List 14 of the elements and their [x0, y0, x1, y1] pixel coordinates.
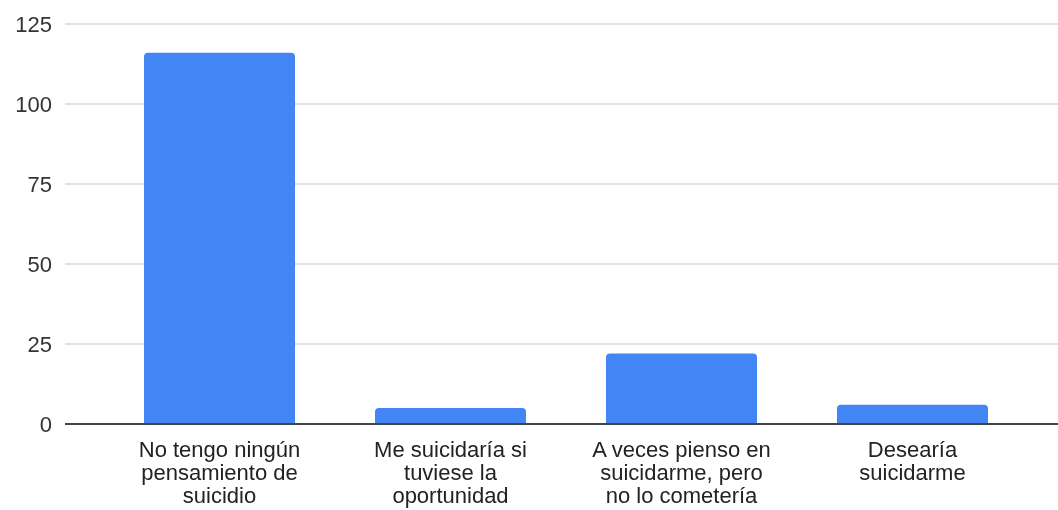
x-tick-label: A veces pienso en suicidarme, pero no lo cometería — [592, 436, 771, 509]
bar — [375, 408, 526, 424]
y-tick-label: 75 — [27, 171, 52, 197]
y-tick-label: 125 — [15, 11, 52, 37]
y-tick-label: 0 — [39, 411, 52, 437]
x-tick-label: No tengo ningún pensamiento de suicidio — [138, 436, 301, 509]
y-tick-label: 100 — [15, 91, 52, 117]
bar — [837, 404, 988, 424]
bar — [144, 52, 295, 424]
x-tick-label: Me suicidaría si tuviese la oportunidad — [374, 436, 527, 509]
x-tick-label: Desearía suicidarme — [859, 436, 966, 486]
bar — [606, 353, 757, 424]
y-tick-label: 50 — [27, 251, 52, 277]
y-tick-label: 25 — [27, 331, 52, 357]
